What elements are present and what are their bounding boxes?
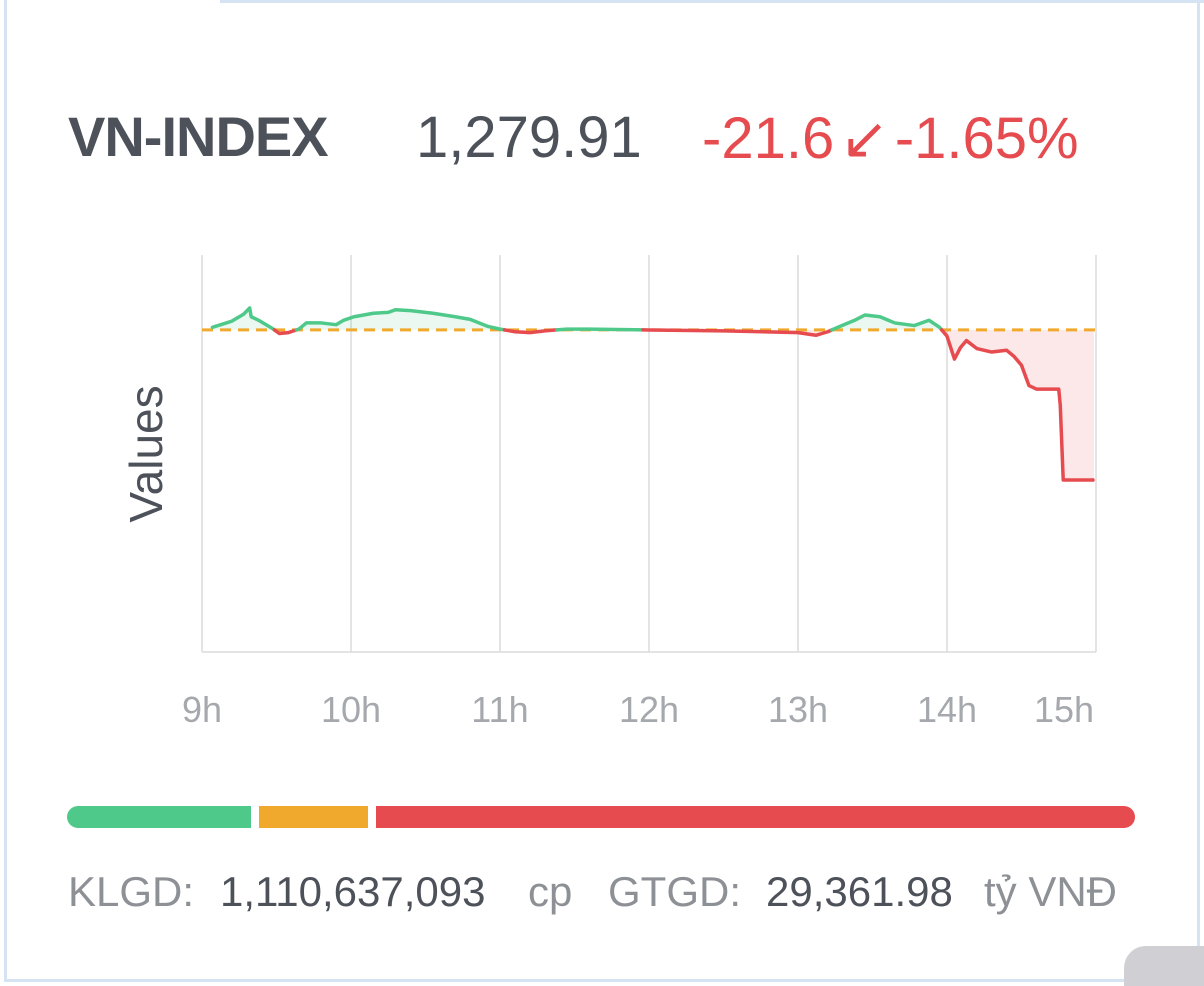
value-value: 29,361.98	[766, 868, 953, 915]
y-axis-label: Values	[120, 385, 172, 522]
index-line-up	[555, 327, 645, 332]
market-breadth-bar	[67, 806, 1135, 828]
change-points: -21.6	[702, 106, 835, 171]
x-tick-label: 9h	[182, 689, 222, 730]
index-line-up	[210, 306, 277, 332]
x-tick-label: 11h	[471, 689, 528, 730]
index-line-up	[830, 313, 944, 332]
value-label: GTGD:	[608, 868, 741, 915]
index-line-down	[502, 328, 559, 335]
panel-frame-top	[220, 0, 1204, 3]
index-name: VN-INDEX	[68, 105, 329, 168]
scroll-tab[interactable]	[1124, 946, 1204, 986]
down-arrow-icon: ↙	[840, 106, 889, 171]
change-percent: -1.65%	[894, 106, 1079, 171]
panel-frame	[4, 0, 1200, 982]
index-change: -21.6 ↙ -1.65%	[702, 104, 1079, 172]
x-tick-label: 14h	[917, 689, 977, 730]
gain-area	[296, 309, 505, 330]
loss-area	[941, 329, 1094, 480]
x-tick-label: 13h	[768, 689, 828, 730]
decliners-segment	[376, 806, 1135, 828]
index-line-down	[641, 328, 834, 338]
index-line-up	[294, 307, 507, 332]
x-tick-label: 10h	[321, 689, 381, 730]
value-unit: tỷ VNĐ	[984, 868, 1118, 915]
index-line-down	[272, 328, 299, 336]
index-line-down	[939, 328, 1095, 482]
volume-value: 1,110,637,093	[220, 868, 486, 915]
gain-area	[212, 307, 275, 330]
loss-area	[1093, 329, 1094, 480]
volume-unit: cp	[528, 868, 573, 915]
volume-label: KLGD:	[68, 868, 195, 915]
intraday-chart: 9h 10h 11h 12h 13h 14h 15h Values	[120, 255, 1097, 730]
x-tick-label: 12h	[619, 689, 679, 730]
unchanged-segment	[259, 806, 368, 828]
advancers-segment	[67, 806, 251, 828]
index-value: 1,279.91	[416, 105, 642, 170]
x-tick-label: 15h	[1034, 689, 1094, 730]
